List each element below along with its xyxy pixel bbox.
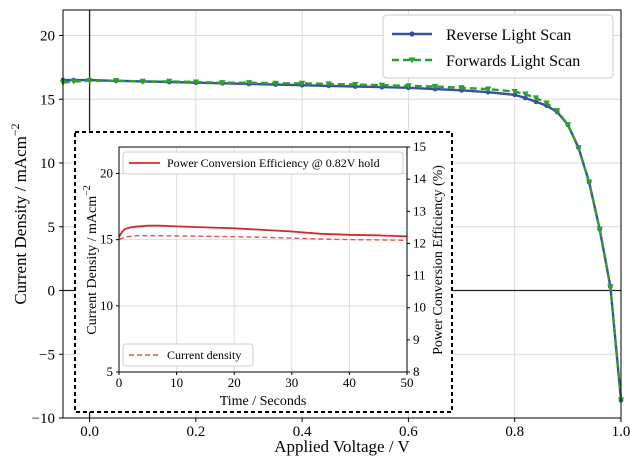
main-x-tick-label: 1.0 [612, 424, 630, 440]
main-point-forwards [431, 83, 439, 90]
main-point-forwards [86, 78, 93, 84]
legend-label-reverse: Reverse Light Scan [446, 27, 571, 44]
inset-x-tick-label: 40 [343, 375, 356, 390]
legend-marker-forwards [408, 57, 416, 64]
main-point-forwards [575, 145, 582, 151]
main-x-tick-label: 0.8 [505, 424, 524, 440]
main-point-forwards [166, 78, 173, 85]
main-x-tick-label: 0.0 [80, 424, 99, 440]
inset-legend-current-box [122, 343, 254, 367]
main-point-forwards [522, 91, 529, 98]
main-legend: Reverse Light Scan Forwards Light Scan [382, 14, 614, 79]
inset-y2-tick-label: 11 [413, 268, 426, 283]
inset-series [118, 224, 408, 241]
inset-legend-pce: Power Conversion Efficiency @ 0.82V hold [122, 151, 404, 175]
inset-legend-current-label: Current density [167, 348, 241, 362]
main-point-forwards [192, 79, 200, 86]
main-point-forwards [298, 80, 306, 87]
inset-y-tick-label: 5 [107, 364, 114, 379]
inset-series-line-1 [118, 234, 408, 241]
inset-y2-tick-label: 14 [413, 171, 427, 186]
inset-legend-pce-box [122, 151, 404, 175]
main-point-forwards [564, 122, 572, 128]
main-x-tick-label: 0.2 [186, 424, 205, 440]
inset-y2-tick-label: 10 [413, 300, 426, 315]
main-y-axis-label: Current Density / mAcm−2 [8, 123, 30, 304]
main-point-forwards [245, 80, 253, 86]
inset-x-tick-label: 10 [170, 375, 183, 390]
main-point-forwards [543, 100, 550, 107]
main-plot-frame [62, 9, 622, 419]
main-point-forwards [585, 179, 593, 186]
inset-y-tick-label: 15 [100, 232, 113, 247]
main-point-forwards [405, 83, 412, 90]
inset-series-line-0 [118, 224, 408, 238]
inset-x-tick-label: 30 [285, 375, 298, 390]
inset-legend-current: Current density [122, 343, 254, 367]
inset-legend-pce-label: Power Conversion Efficiency @ 0.82V hold [167, 156, 380, 170]
inset-y-axis-label: Current Density / mAcm−2 [82, 185, 100, 334]
inset-y2-axis-label: Power Conversion Efficiency (%) [431, 165, 446, 355]
inset-x-tick-label: 50 [401, 375, 414, 390]
inset-x-tick-label: 0 [116, 375, 123, 390]
inset-plot-frame [118, 146, 408, 373]
main-point-forwards [511, 89, 518, 95]
main-point-forwards [596, 226, 603, 233]
main-y-tick-label: −5 [39, 347, 55, 363]
main-series [59, 77, 625, 404]
main-point-forwards [139, 78, 146, 85]
main-point-forwards [352, 81, 359, 88]
inset-y-axis-label-text: Current Density / mAcm [85, 196, 100, 335]
inset-y2-tick-label: 8 [413, 364, 420, 379]
main-point-forwards [532, 95, 540, 102]
inset-y-axis-label-sup: −2 [82, 185, 93, 196]
inset-y-tick-label: 20 [100, 165, 113, 180]
main-y-tick-label: 10 [40, 156, 55, 172]
main-y-axis-label-text: Current Density / mAcm [11, 136, 30, 305]
main-y-tick-label: 15 [40, 92, 55, 108]
main-y-tick-label: 20 [40, 29, 55, 45]
main-y-tick-label: 0 [48, 284, 56, 300]
main-point-reverse [533, 99, 539, 105]
main-point-forwards [554, 108, 561, 114]
main-point-forwards [458, 85, 465, 91]
inset-x-axis-label: Time / Seconds [220, 394, 307, 409]
main-point-forwards [219, 80, 226, 86]
main-y-tick-label: −10 [32, 411, 55, 427]
inset-y2-tick-label: 13 [413, 203, 426, 218]
main-legend-box [382, 14, 614, 79]
legend-label-forwards: Forwards Light Scan [446, 53, 580, 70]
main-y-tick-label: 5 [48, 220, 56, 236]
main-point-forwards [325, 81, 332, 88]
main-point-forwards [112, 78, 120, 84]
inset-x-tick-label: 20 [228, 375, 241, 390]
main-point-reverse [522, 95, 528, 101]
main-x-tick-label: 0.4 [293, 424, 312, 440]
inset-y2-tick-label: 12 [413, 235, 426, 250]
main-point-forwards [70, 78, 77, 85]
inset-y2-tick-label: 15 [413, 139, 426, 154]
main-point-forwards [378, 82, 386, 89]
inset-y2-tick-label: 9 [413, 332, 420, 347]
legend-marker-reverse [409, 31, 415, 37]
inset-tick-labels: 0 10 20 30 40 50 5 10 15 20 8 9 10 11 12 13 14 15 [100, 139, 427, 390]
main-point-forwards [272, 80, 279, 87]
main-point-forwards [484, 86, 492, 93]
main-x-tick-label: 0.6 [399, 424, 418, 440]
main-y-axis-label-sup: −2 [8, 123, 22, 136]
main-x-axis-label: Applied Voltage / V [274, 437, 410, 456]
inset-y-tick-label: 10 [100, 298, 113, 313]
main-point-forwards [607, 284, 614, 290]
